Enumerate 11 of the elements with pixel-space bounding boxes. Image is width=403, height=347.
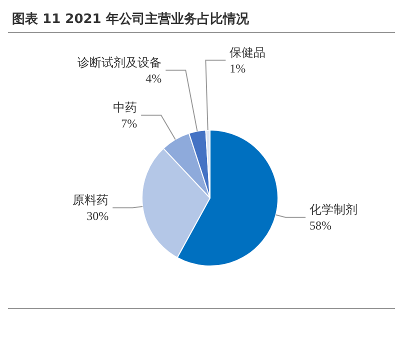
data-label: 1% xyxy=(230,61,246,76)
slice-label: 原料药 xyxy=(72,192,109,207)
data-label: 58% xyxy=(310,218,332,232)
slice-label: 保健品 xyxy=(230,45,266,60)
slice-label: 中药 xyxy=(113,100,138,114)
data-label: 7% xyxy=(121,116,138,130)
data-label: 4% xyxy=(146,71,162,86)
chart-title: 图表 11 2021 年公司主营业务占比情况 xyxy=(8,8,395,33)
data-label: 30% xyxy=(86,208,109,223)
slice-label: 诊断试剂及设备 xyxy=(78,55,162,70)
slice-label: 化学制剂 xyxy=(310,202,358,216)
